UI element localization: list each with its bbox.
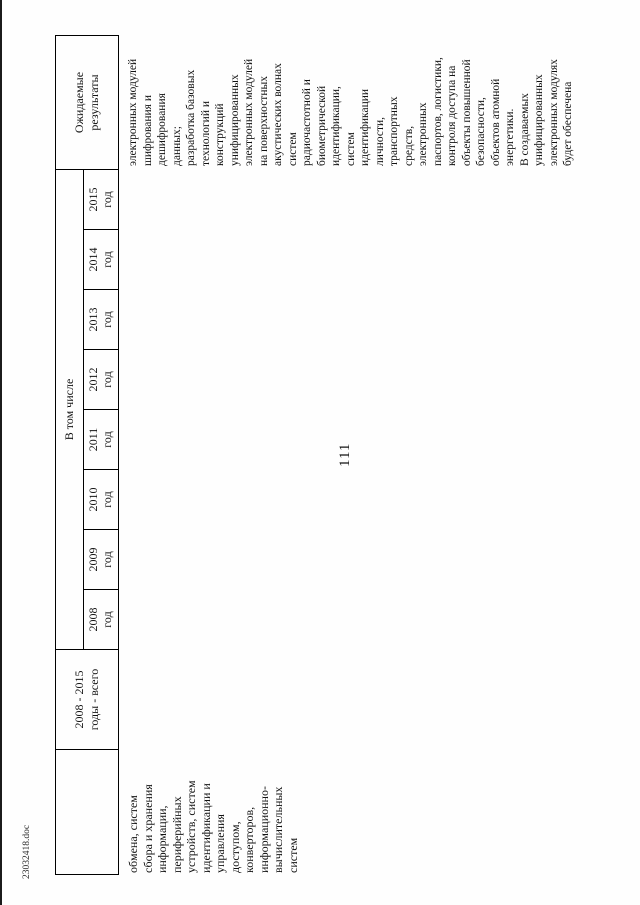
year-word: год (100, 371, 114, 388)
header-cell-year: 2010 год (84, 469, 118, 529)
year-number: 2012 (86, 367, 100, 392)
scan-edge-artifact (0, 0, 2, 905)
header-cell-group-label: В том числе (56, 170, 84, 649)
header-cell-year: 2009 год (84, 529, 118, 589)
year-word: год (100, 431, 114, 448)
doc-filename-stamp: 23032418.doc (22, 824, 32, 879)
header-cell-year: 2011 год (84, 409, 118, 469)
description-cell-text: обмена, систем сбора и хранения информации… (126, 780, 300, 873)
year-word: год (100, 551, 114, 568)
year-number: 2008 (86, 607, 100, 632)
year-number: 2011 (86, 427, 100, 452)
header-cell-year: 2013 год (84, 289, 118, 349)
header-cell-results: Ожидаемые результаты (72, 71, 101, 134)
year-word: год (100, 491, 114, 508)
year-word: год (100, 611, 114, 628)
year-number: 2009 (86, 547, 100, 572)
header-cell-year: 2012 год (84, 349, 118, 409)
year-number: 2014 (86, 247, 100, 272)
year-number: 2010 (86, 487, 100, 512)
header-cell-year: 2015 год (84, 170, 118, 229)
year-number: 2015 (86, 187, 100, 212)
results-cell-text: электронных модулей шифрования и дешифрова… (127, 57, 574, 166)
year-word: год (100, 251, 114, 268)
table-header-band: 2008 - 2015 годы - всего В том числе 2008… (55, 35, 119, 875)
header-group-years: В том числе 2008 год 2009 год 2010 год (56, 169, 118, 649)
header-year-row: 2008 год 2009 год 2010 год 2011 год (84, 170, 118, 649)
header-cell-year: 2014 год (84, 229, 118, 289)
header-cell-year: 2008 год (84, 589, 118, 649)
year-word: год (100, 311, 114, 328)
header-cell-total: 2008 - 2015 годы - всего (56, 649, 118, 749)
header-cell-description (56, 749, 118, 874)
page-number: 111 (337, 442, 353, 467)
year-word: год (100, 191, 114, 208)
year-number: 2013 (86, 307, 100, 332)
